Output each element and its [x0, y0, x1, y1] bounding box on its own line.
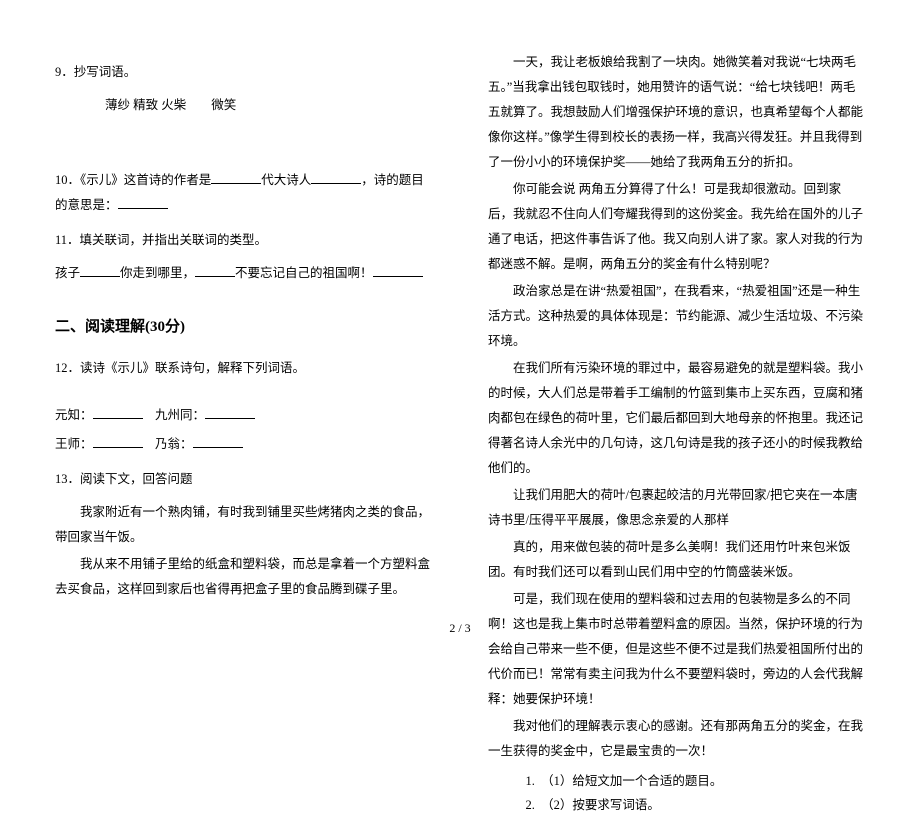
q11: 11．填关联词，并指出关联词的类型。 — [55, 228, 432, 253]
q11-sentence: 孩子 你走到哪里， 不要忘记自己的祖国啊！ — [55, 261, 432, 286]
q13: 13．阅读下文，回答问题 — [55, 467, 432, 492]
story-p10: 我对他们的理解表示衷心的感谢。还有那两角五分的奖金，在我一生获得的奖金中，它是最… — [488, 714, 865, 764]
story-p8: 真的，用来做包装的荷叶是多么美啊！我们还用竹叶来包米饭团。有时我们还可以看到山民… — [488, 535, 865, 585]
q11-b: 你走到哪里， — [120, 266, 195, 280]
story-p7: 让我们用肥大的荷叶/包裹起皎洁的月光带回家/把它夹在一本唐诗书里/压得平平展展，… — [488, 483, 865, 533]
left-column: 9．抄写词语。 薄纱 精致 火柴 微笑 10．《示儿》这首诗的作者是代大诗人，诗… — [55, 50, 460, 630]
q12-b: 九州同： — [155, 408, 205, 422]
q11-blank2 — [195, 265, 235, 278]
q12-d: 乃翁： — [155, 437, 193, 451]
story-p3: 一天，我让老板娘给我割了一块肉。她微笑着对我说“七块两毛五。”当我拿出钱包取钱时… — [488, 50, 865, 175]
q10-text-b: 代大诗人 — [261, 173, 311, 187]
q11-blank3 — [373, 265, 423, 278]
story-p2: 我从来不用铺子里给的纸盒和塑料袋，而总是拿着一个方塑料盒去买食品，这样回到家后也… — [55, 552, 432, 602]
page: 9．抄写词语。 薄纱 精致 火柴 微笑 10．《示儿》这首诗的作者是代大诗人，诗… — [0, 0, 920, 650]
right-column: 一天，我让老板娘给我割了一块肉。她微笑着对我说“七块两毛五。”当我拿出钱包取钱时… — [460, 50, 865, 630]
subq-2: 2. （2）按要求写词语。 — [526, 794, 866, 818]
q10-blank3 — [118, 197, 168, 210]
q9-words: 薄纱 精致 火柴 微笑 — [55, 93, 432, 118]
q12-blank-d — [193, 436, 243, 449]
story-p4: 你可能会说 两角五分算得了什么！可是我却很激动。回到家后，我就忍不住向人们夸耀我… — [488, 177, 865, 277]
q11-blank1 — [80, 265, 120, 278]
q12: 12．读诗《示儿》联系诗句，解释下列词语。 — [55, 356, 432, 381]
q12-blank-c — [93, 436, 143, 449]
q11-c: 不要忘记自己的祖国啊！ — [235, 266, 373, 280]
q10-text-a: 10．《示儿》这首诗的作者是 — [55, 173, 211, 187]
story-p6: 在我们所有污染环境的罪过中，最容易避免的就是塑料袋。我小的时候，大人们总是带着手… — [488, 356, 865, 481]
section-2-title: 二、阅读理解(30分) — [55, 312, 432, 342]
story-p5: 政治家总是在讲“热爱祖国”，在我看来，“热爱祖国”还是一种生活方式。这种热爱的具… — [488, 279, 865, 354]
story-p1: 我家附近有一个熟肉铺，有时我到铺里买些烤猪肉之类的食品，带回家当午饭。 — [55, 500, 432, 550]
q10: 10．《示儿》这首诗的作者是代大诗人，诗的题目的意思是： — [55, 168, 432, 218]
q12-blank-a — [93, 407, 143, 420]
q10-blank2 — [311, 172, 361, 185]
q12-row1: 元知： 九州同： — [55, 403, 432, 428]
q12-blank-b — [205, 407, 255, 420]
q12-a: 元知： — [55, 408, 93, 422]
q10-blank1 — [211, 172, 261, 185]
q9-label: 9．抄写词语。 — [55, 60, 432, 85]
q12-row2: 王师： 乃翁： — [55, 432, 432, 457]
subq-1: 1. （1）给短文加一个合适的题目。 — [526, 770, 866, 794]
q12-c: 王师： — [55, 437, 93, 451]
q11-a: 孩子 — [55, 266, 80, 280]
sub-questions: 1. （1）给短文加一个合适的题目。 2. （2）按要求写词语。 — [488, 770, 865, 818]
page-number: 2 / 3 — [0, 621, 920, 636]
